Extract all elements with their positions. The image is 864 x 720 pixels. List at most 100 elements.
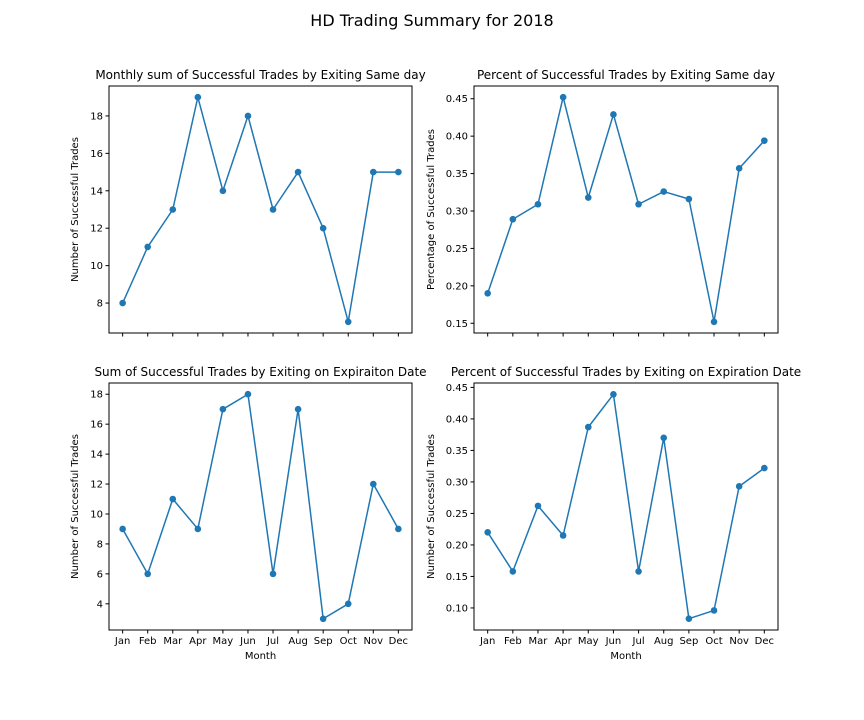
y-tick-label: 12 (90, 480, 103, 491)
y-tick-label: 0.25 (446, 509, 468, 520)
y-tick-label: 8 (97, 299, 103, 310)
figure-title: HD Trading Summary for 2018 (310, 11, 553, 30)
data-point-sep (319, 615, 327, 623)
plot-frame (108, 382, 413, 631)
y-tick-label: 0.45 (446, 94, 468, 105)
data-point-dec (395, 525, 402, 533)
x-tick-label: Jun (605, 636, 622, 647)
data-point-sep (685, 615, 693, 622)
chart-title: Percent of Successful Trades by Exiting … (451, 365, 801, 379)
data-point-jul (635, 200, 642, 208)
data-point-nov (735, 483, 743, 490)
data-point-sep (685, 195, 693, 203)
y-tick-label: 0.30 (446, 477, 468, 488)
x-tick-label: Mar (163, 636, 183, 647)
chart-expiration-percent: Percent of Successful Trades by Exiting … (426, 365, 801, 662)
series-line (121, 393, 400, 620)
x-axis-label: Month (610, 651, 641, 662)
chart-title: Sum of Successful Trades by Exiting on E… (94, 365, 426, 379)
data-point-jan (119, 525, 126, 533)
data-point-jan (484, 290, 491, 297)
x-tick-label: Oct (705, 636, 722, 647)
y-tick-label: 0.20 (446, 281, 468, 292)
y-axis-label: Percentage of Successful Trades (426, 129, 437, 290)
y-tick-label: 0.25 (446, 244, 468, 255)
y-tick-label: 18 (90, 111, 103, 122)
x-tick-label: Jan (114, 636, 130, 647)
x-tick-label: Apr (554, 636, 572, 647)
data-point-apr (559, 93, 567, 101)
data-point-mar (169, 495, 177, 503)
x-tick-label: Mar (529, 636, 549, 647)
x-tick-label: Sep (679, 636, 698, 647)
x-tick-label: Jun (239, 636, 256, 647)
y-axis-label: Number of Successful Trades (70, 434, 81, 579)
plot-frame (108, 85, 413, 334)
data-point-may (584, 423, 592, 431)
data-point-apr (194, 93, 202, 101)
y-axis-label: Number of Successful Trades (70, 137, 81, 282)
data-point-jul (269, 570, 277, 578)
x-tick-label: Dec (755, 636, 774, 647)
x-tick-label: Aug (288, 636, 308, 647)
data-point-aug (660, 434, 668, 442)
series-line (486, 96, 765, 323)
data-point-may (584, 194, 592, 201)
data-point-nov (735, 165, 743, 172)
data-point-oct (344, 600, 352, 608)
y-tick-label: 10 (90, 261, 103, 272)
data-point-aug (660, 188, 668, 195)
y-tick-label: 8 (97, 539, 103, 550)
x-tick-label: Jan (479, 636, 495, 647)
data-point-jan (119, 299, 126, 307)
data-point-nov (369, 480, 377, 488)
data-point-dec (395, 168, 402, 176)
data-point-feb (509, 568, 517, 575)
data-point-mar (169, 206, 177, 213)
data-point-oct (710, 607, 718, 614)
y-tick-label: 14 (90, 186, 103, 197)
data-point-jun (610, 391, 617, 398)
data-point-aug (294, 405, 302, 413)
y-tick-label: 10 (90, 509, 103, 520)
data-point-dec (761, 137, 768, 144)
y-tick-label: 0.20 (446, 540, 468, 551)
x-tick-label: Sep (314, 636, 333, 647)
y-tick-label: 0.35 (446, 446, 468, 457)
y-axis-label: Number of Successful Trades (426, 434, 437, 579)
x-tick-label: May (578, 636, 599, 647)
y-tick-label: 18 (90, 390, 103, 401)
y-tick-label: 0.15 (446, 572, 468, 583)
plot-frame (473, 85, 779, 334)
data-point-mar (534, 200, 542, 208)
y-tick-label: 16 (90, 420, 103, 431)
data-point-sep (319, 224, 327, 232)
x-tick-label: Oct (340, 636, 357, 647)
data-point-apr (194, 525, 202, 533)
y-tick-label: 14 (90, 450, 103, 461)
y-tick-label: 0.35 (446, 169, 468, 180)
data-point-may (219, 405, 227, 413)
chart-title: Percent of Successful Trades by Exiting … (477, 68, 775, 82)
x-tick-label: Nov (729, 636, 749, 647)
y-tick-label: 16 (90, 149, 103, 160)
data-point-jun (244, 112, 252, 120)
series-line (487, 393, 765, 620)
data-point-jul (635, 568, 642, 575)
x-tick-label: Feb (139, 636, 157, 647)
y-tick-label: 0.40 (446, 414, 468, 425)
data-point-jul (269, 206, 277, 213)
data-point-apr (559, 532, 567, 539)
x-tick-label: May (213, 636, 234, 647)
data-point-feb (509, 215, 517, 223)
chart-same-day-count: Monthly sum of Successful Trades by Exit… (70, 68, 426, 337)
y-tick-label: 0.10 (446, 603, 468, 614)
y-tick-label: 0.40 (446, 132, 468, 143)
data-point-oct (344, 318, 352, 326)
data-point-jan (484, 529, 491, 536)
x-tick-label: Jul (632, 636, 645, 647)
x-tick-label: Dec (389, 636, 408, 647)
x-tick-label: Aug (654, 636, 674, 647)
x-tick-label: Apr (189, 636, 207, 647)
